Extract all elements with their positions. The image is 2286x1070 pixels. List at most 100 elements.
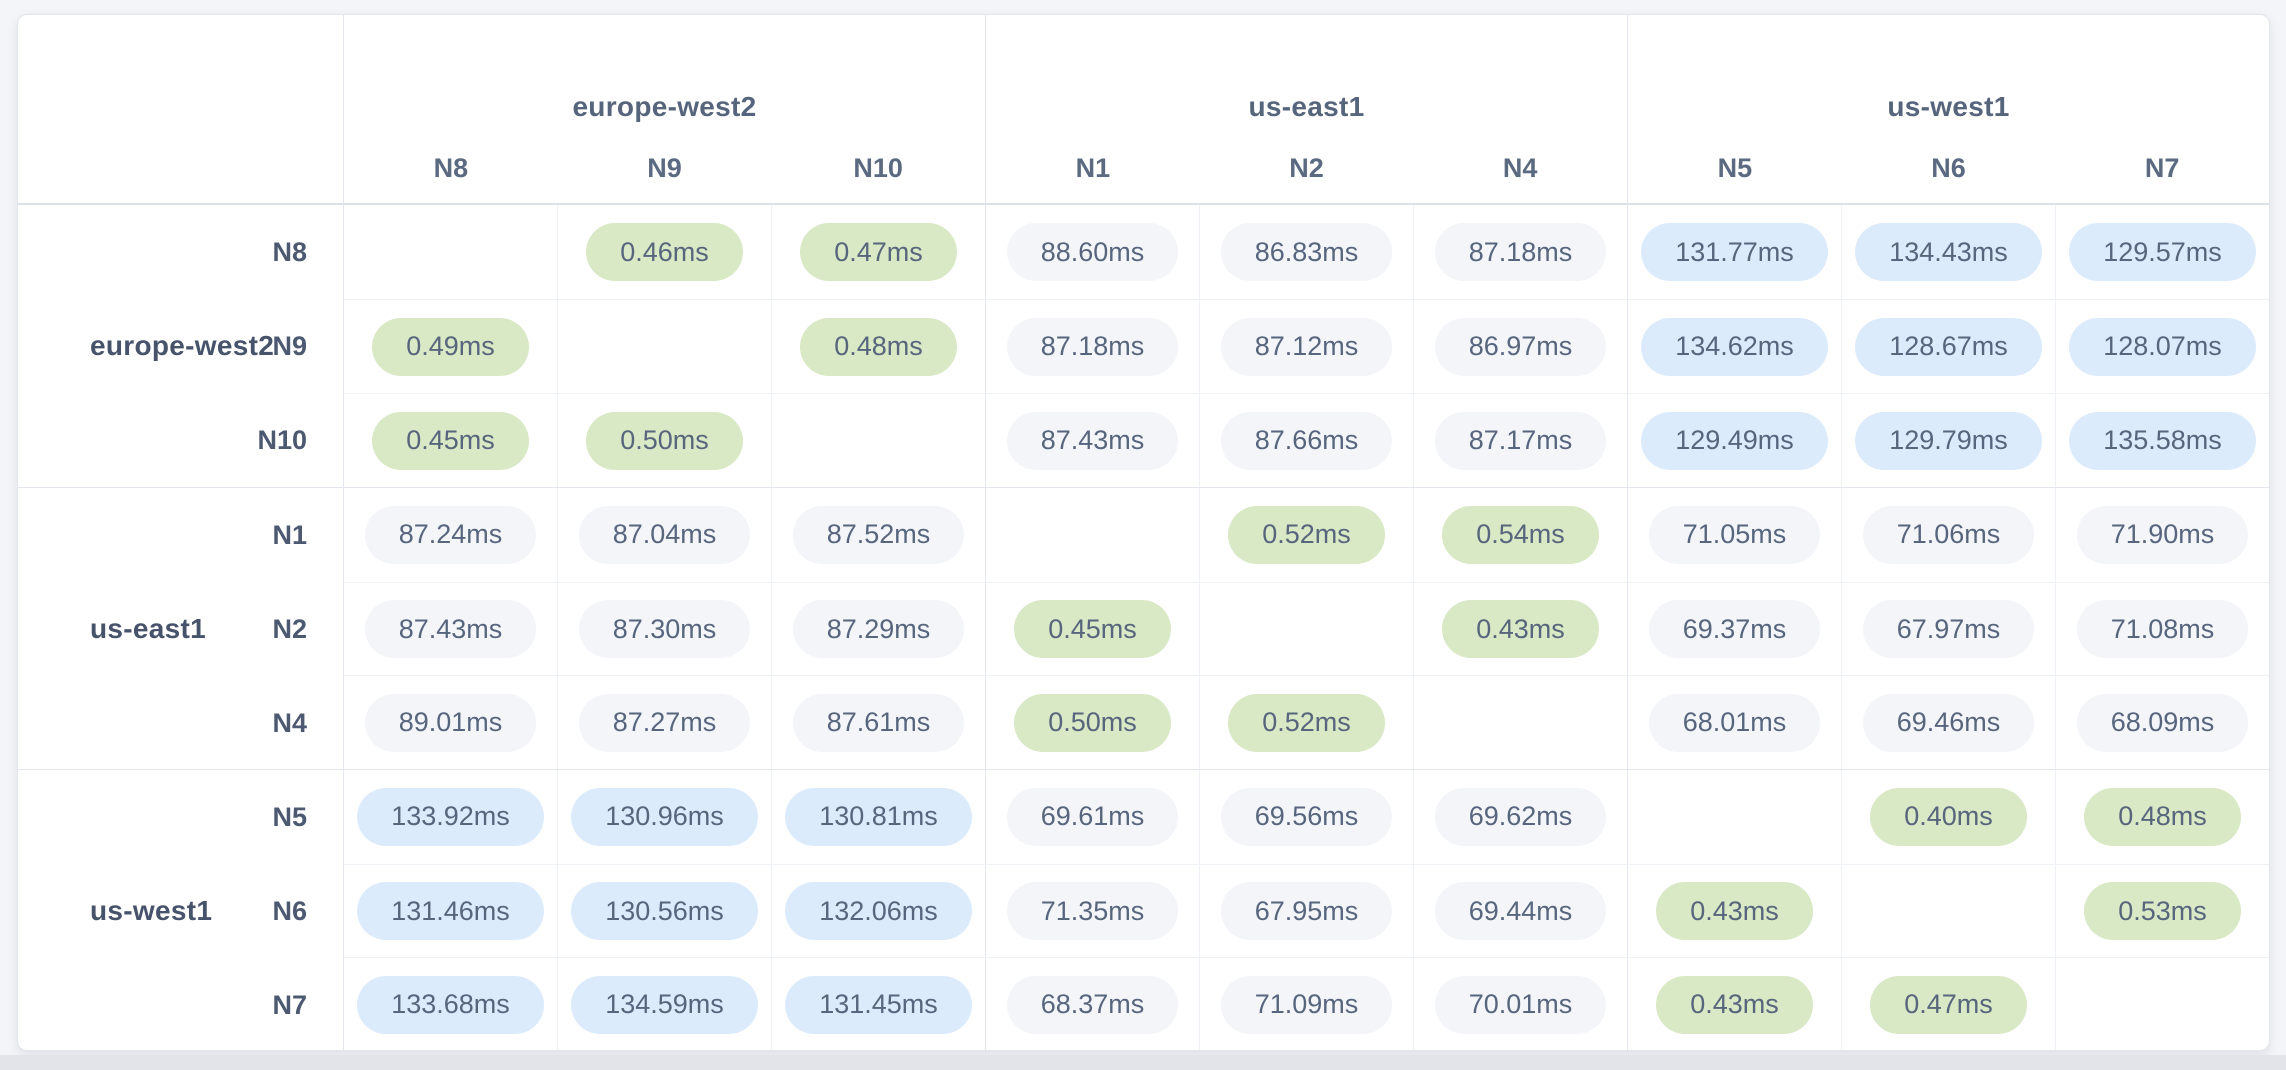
row-node-label-N6: N6	[272, 895, 307, 926]
latency-pill[interactable]: 87.24ms	[364, 505, 537, 564]
latency-cell: 133.92ms	[344, 770, 557, 864]
latency-pill[interactable]: 0.49ms	[372, 317, 529, 376]
latency-pill[interactable]: 128.07ms	[2069, 317, 2256, 376]
latency-pill[interactable]: 87.43ms	[364, 600, 537, 658]
latency-pill[interactable]: 0.50ms	[586, 411, 743, 470]
latency-pill[interactable]: 87.61ms	[792, 693, 965, 752]
latency-pill[interactable]: 86.97ms	[1434, 317, 1607, 376]
row-node-label-N1: N1	[272, 519, 307, 550]
latency-pill[interactable]: 0.43ms	[1442, 600, 1599, 658]
latency-pill[interactable]: 87.17ms	[1434, 411, 1607, 470]
latency-pill[interactable]: 69.44ms	[1434, 882, 1607, 940]
latency-cell	[1413, 676, 1627, 770]
latency-cell: 87.61ms	[771, 676, 985, 770]
latency-pill[interactable]: 87.04ms	[578, 505, 751, 564]
latency-pill[interactable]: 0.52ms	[1228, 505, 1385, 564]
latency-pill[interactable]: 67.95ms	[1220, 882, 1393, 940]
latency-pill[interactable]: 69.37ms	[1648, 600, 1821, 658]
latency-pill[interactable]: 130.96ms	[571, 787, 758, 846]
latency-cell: 0.43ms	[1627, 958, 1841, 1050]
latency-matrix-card: europe-west2 N8 N9 N10 us-east1 N1 N2 N4 us-west…	[17, 14, 2270, 1051]
latency-pill[interactable]: 69.56ms	[1220, 787, 1393, 846]
latency-pill[interactable]: 134.59ms	[571, 975, 758, 1034]
row-node-label-N5: N5	[272, 801, 307, 832]
latency-pill[interactable]: 135.58ms	[2069, 411, 2256, 470]
latency-pill[interactable]: 71.06ms	[1862, 505, 2035, 564]
latency-pill[interactable]: 0.52ms	[1228, 693, 1385, 752]
latency-pill[interactable]: 128.67ms	[1855, 317, 2042, 376]
latency-pill[interactable]: 71.05ms	[1648, 505, 1821, 564]
latency-pill[interactable]: 0.54ms	[1442, 505, 1599, 564]
latency-cell: 134.59ms	[557, 958, 771, 1050]
row-node-label-N9: N9	[272, 330, 307, 361]
latency-pill[interactable]: 0.43ms	[1656, 882, 1813, 940]
latency-pill[interactable]: 0.43ms	[1656, 975, 1813, 1034]
row-header-column: europe-west2 N8 N9 N10	[18, 205, 344, 487]
latency-pill[interactable]: 87.43ms	[1006, 411, 1179, 470]
latency-pill[interactable]: 87.52ms	[792, 505, 965, 564]
latency-cell: 69.37ms	[1627, 582, 1841, 676]
latency-pill[interactable]: 130.56ms	[571, 882, 758, 940]
latency-pill[interactable]: 88.60ms	[1006, 223, 1179, 281]
latency-pill[interactable]: 131.45ms	[785, 975, 972, 1034]
row-region-label: us-west1	[90, 894, 213, 926]
latency-pill[interactable]: 69.61ms	[1006, 787, 1179, 846]
latency-pill[interactable]: 133.68ms	[357, 975, 544, 1034]
latency-pill[interactable]: 132.06ms	[785, 882, 972, 940]
latency-pill[interactable]: 0.45ms	[1014, 600, 1171, 658]
latency-pill[interactable]: 131.46ms	[357, 882, 544, 940]
latency-cell: 0.53ms	[2055, 864, 2269, 958]
latency-pill[interactable]: 0.48ms	[2084, 787, 2241, 846]
latency-cell: 0.48ms	[2055, 770, 2269, 864]
row-node-label-N4: N4	[272, 707, 307, 738]
latency-pill[interactable]: 129.79ms	[1855, 411, 2042, 470]
latency-pill[interactable]: 0.48ms	[800, 317, 957, 376]
latency-cell: 87.43ms	[344, 583, 557, 676]
latency-pill[interactable]: 87.30ms	[578, 600, 751, 658]
column-node-label-N6: N6	[1931, 152, 1966, 183]
latency-pill[interactable]: 68.37ms	[1006, 975, 1179, 1034]
latency-pill[interactable]: 134.62ms	[1641, 317, 1828, 376]
latency-pill[interactable]: 87.29ms	[792, 600, 965, 658]
latency-pill[interactable]: 69.62ms	[1434, 787, 1607, 846]
latency-pill[interactable]: 131.77ms	[1641, 223, 1828, 281]
latency-cell	[771, 394, 985, 487]
latency-pill[interactable]: 68.01ms	[1648, 693, 1821, 752]
latency-pill[interactable]: 0.53ms	[2084, 882, 2241, 940]
column-node-label-N10: N10	[853, 152, 903, 183]
latency-pill[interactable]: 87.18ms	[1006, 317, 1179, 376]
latency-cell: 87.43ms	[985, 394, 1199, 487]
latency-pill[interactable]: 129.49ms	[1641, 411, 1828, 470]
latency-pill[interactable]: 71.08ms	[2076, 600, 2249, 658]
latency-pill[interactable]: 86.83ms	[1220, 223, 1393, 281]
latency-pill[interactable]: 87.27ms	[578, 693, 751, 752]
latency-cell: 89.01ms	[344, 676, 557, 769]
latency-cell: 131.77ms	[1627, 205, 1841, 299]
latency-pill[interactable]: 70.01ms	[1434, 975, 1607, 1034]
latency-pill[interactable]: 130.81ms	[785, 787, 972, 846]
column-region-label: us-west1	[1887, 91, 2010, 122]
latency-pill[interactable]: 0.40ms	[1870, 787, 2027, 846]
latency-pill[interactable]: 87.66ms	[1220, 411, 1393, 470]
latency-pill[interactable]: 133.92ms	[357, 787, 544, 846]
table-row: 0.46ms 0.47ms 88.60ms 86.83ms 87.18ms 131.77m…	[344, 205, 2269, 299]
latency-pill[interactable]: 71.09ms	[1220, 975, 1393, 1034]
latency-pill[interactable]: 87.12ms	[1220, 317, 1393, 376]
latency-pill[interactable]: 89.01ms	[364, 693, 537, 752]
latency-pill[interactable]: 0.46ms	[586, 223, 743, 281]
horizontal-scrollbar-track[interactable]	[0, 1055, 2286, 1070]
latency-cell: 133.68ms	[344, 958, 557, 1050]
latency-pill[interactable]: 0.47ms	[800, 223, 957, 281]
latency-pill[interactable]: 67.97ms	[1862, 600, 2035, 658]
latency-pill[interactable]: 69.46ms	[1862, 693, 2035, 752]
latency-pill[interactable]: 0.47ms	[1870, 975, 2027, 1034]
latency-pill[interactable]: 71.35ms	[1006, 882, 1179, 940]
latency-pill[interactable]: 87.18ms	[1434, 223, 1607, 281]
latency-pill[interactable]: 71.90ms	[2076, 505, 2249, 564]
column-region-label: us-east1	[1248, 91, 1365, 122]
latency-pill[interactable]: 0.50ms	[1014, 693, 1171, 752]
latency-pill[interactable]: 68.09ms	[2076, 693, 2249, 752]
latency-pill[interactable]: 129.57ms	[2069, 223, 2256, 281]
latency-pill[interactable]: 0.45ms	[372, 411, 529, 470]
latency-pill[interactable]: 134.43ms	[1855, 223, 2042, 281]
